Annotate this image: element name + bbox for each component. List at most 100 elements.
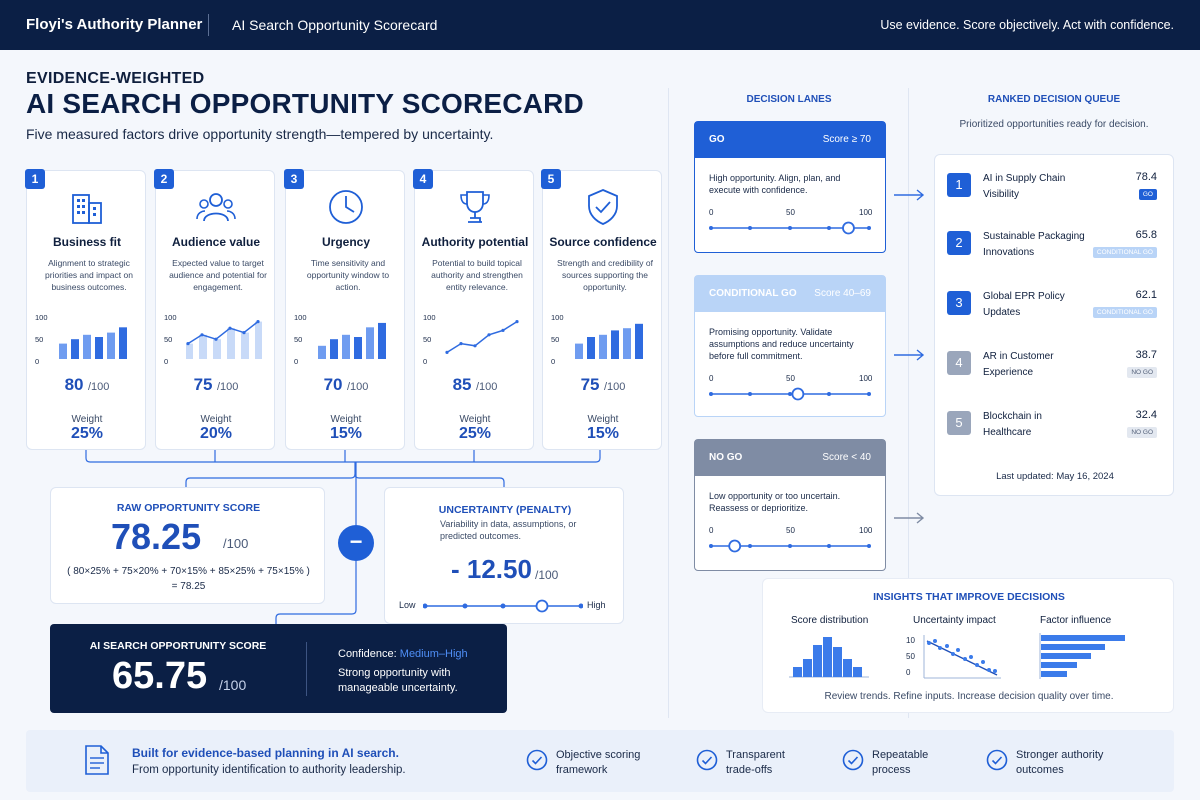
benefit-label: Repeatable process <box>872 748 982 778</box>
section-title: AI Search Opportunity Scorecard <box>232 17 438 33</box>
factor-influence-chart[interactable] <box>1039 633 1129 679</box>
footer-title: Built for evidence-based planning in AI … <box>132 746 399 760</box>
queue-item[interactable]: 2 Sustainable Packaging Innovations 65.8… <box>947 225 1167 269</box>
factor-score-denominator: /100 <box>216 381 239 393</box>
users-icon <box>196 193 236 222</box>
queue-rank: 3 <box>947 291 971 315</box>
factor-card[interactable]: 1 Business fit Alignment to strategic pr… <box>25 169 146 450</box>
uncertainty-slider[interactable] <box>423 598 583 614</box>
benefit-label-line: outcomes <box>1016 764 1064 776</box>
lane-description: Promising opportunity. Validate assumpti… <box>709 327 854 361</box>
trend-bar <box>241 332 249 359</box>
axis-tick: 0 <box>423 357 428 366</box>
distribution-bar <box>793 667 802 677</box>
queue-rank: 4 <box>947 351 971 375</box>
decision-lane[interactable]: NO GO Score < 40 Low opportunity or too … <box>694 439 886 571</box>
lane-header: CONDITIONAL GO Score 40–69 <box>695 276 885 312</box>
lane-slider-knob <box>791 387 805 401</box>
trend-bar <box>255 321 262 359</box>
queue-item-name: AR in Customer Experience <box>983 351 1054 378</box>
axis-tick: 0 <box>35 357 40 366</box>
lane-range: Score < 40 <box>822 452 871 463</box>
factor-score-value: 70 <box>323 375 343 394</box>
factor-card[interactable]: 2 Audience value Expected value to targe… <box>154 169 275 450</box>
trend-point <box>214 337 218 341</box>
status-badge: CONDITIONAL GO <box>1092 247 1157 258</box>
queue-item[interactable]: 4 AR in Customer Experience 38.7 NO GO <box>947 345 1167 389</box>
factor-trend-chart <box>186 320 262 359</box>
queue-item-score: 78.4 <box>1135 171 1157 183</box>
benefit-item: Stronger authority outcomes <box>986 746 1126 778</box>
benefit-label: Stronger authority outcomes <box>1016 748 1126 778</box>
insights-footer: Review trends. Refine inputs. Increase d… <box>824 691 1114 702</box>
queue-item[interactable]: 1 AI in Supply Chain Visibility 78.4 GO <box>947 167 1167 211</box>
check-circle-icon <box>842 749 864 771</box>
trend-bar <box>83 334 91 359</box>
trend-point <box>186 342 190 346</box>
check-circle-icon <box>696 749 718 771</box>
factor-weight-label: Weight <box>587 414 619 425</box>
uncertainty-impact-chart[interactable] <box>923 635 1001 679</box>
lane-range: Score ≥ 70 <box>822 134 871 145</box>
factor-score-denominator: /100 <box>603 381 626 393</box>
factor-number: 4 <box>413 169 433 189</box>
factor-description: Alignment to strategic priorities and im… <box>45 258 133 292</box>
chart-axis: 100 50 0 <box>423 307 436 373</box>
score-distribution-chart[interactable] <box>789 633 869 679</box>
lane-tick: 100 <box>859 526 873 535</box>
confidence-label: Confidence: <box>338 648 397 660</box>
benefit-label-line: Transparent <box>726 749 785 761</box>
factor-influence-label: Factor influence <box>1040 615 1112 626</box>
factor-trend-chart <box>575 323 643 359</box>
status-badge: GO <box>1138 189 1157 200</box>
lane-slider[interactable] <box>709 384 871 404</box>
lane-slider[interactable] <box>709 536 871 556</box>
final-score-denominator: /100 <box>219 677 247 693</box>
benefit-label-line: trade-offs <box>726 764 773 776</box>
trend-bar <box>95 337 103 359</box>
trend-line <box>446 320 518 354</box>
brand-name[interactable]: Floyi's Authority Planner <box>26 16 203 33</box>
queue-item-name: Global EPR Policy Updates <box>983 291 1065 318</box>
queue-item-score: 62.1 <box>1135 289 1157 301</box>
queue-item[interactable]: 3 Global EPR Policy Updates 62.1 CONDITI… <box>947 285 1167 329</box>
factor-card[interactable]: 5 Source confidence Strength and credibi… <box>541 169 662 450</box>
lane-tick: 0 <box>709 526 714 535</box>
decision-lane[interactable]: CONDITIONAL GO Score 40–69 Promising opp… <box>694 275 886 417</box>
lane-header: NO GO Score < 40 <box>695 440 885 476</box>
final-score-description: Strong opportunity with manageable uncer… <box>338 667 458 694</box>
lane-slider[interactable] <box>709 218 871 238</box>
lane-description: High opportunity. Align, plan, and execu… <box>709 173 841 195</box>
topbar-divider <box>208 14 209 36</box>
factor-card[interactable]: 3 Urgency Time sensitivity and opportuni… <box>284 169 405 450</box>
ranked-queue-title: RANKED DECISION QUEUE <box>987 94 1121 105</box>
factor-name: Authority potential <box>421 235 529 249</box>
factor-description: Time sensitivity and opportunity window … <box>306 258 390 292</box>
axis-tick: 100 <box>164 313 177 322</box>
trend-point <box>445 350 449 354</box>
factor-score-value: 80 <box>64 375 84 394</box>
page-subtitle: Five measured factors drive opportunity … <box>26 126 494 142</box>
benefit-label-line: Objective scoring <box>556 749 641 761</box>
uncertainty-impact-label: Uncertainty impact <box>913 615 996 626</box>
distribution-bar <box>813 645 822 677</box>
benefit-label-line: process <box>872 764 911 776</box>
trend-bar <box>366 327 374 359</box>
trend-point <box>256 320 260 324</box>
trend-bar <box>186 343 193 359</box>
queue-item-name: AI in Supply Chain Visibility <box>983 173 1066 200</box>
queue-item[interactable]: 5 Blockchain in Healthcare 32.4 NO GO <box>947 405 1167 449</box>
column-divider <box>908 88 909 718</box>
lane-range: Score 40–69 <box>814 288 871 299</box>
last-updated-value: May 16, 2024 <box>1056 471 1114 482</box>
trend-point <box>459 342 463 346</box>
trend-point <box>501 328 505 332</box>
trend-bar <box>330 339 338 359</box>
distribution-bar <box>853 667 862 677</box>
trend-bar <box>623 328 631 359</box>
factor-score-value: 85 <box>452 375 472 394</box>
factor-score-denominator: /100 <box>475 381 498 393</box>
decision-lane[interactable]: GO Score ≥ 70 High opportunity. Align, p… <box>694 121 886 253</box>
factor-card[interactable]: 4 Authority potential Potential to build… <box>413 169 534 450</box>
final-score-value: 65.75 <box>112 655 208 697</box>
